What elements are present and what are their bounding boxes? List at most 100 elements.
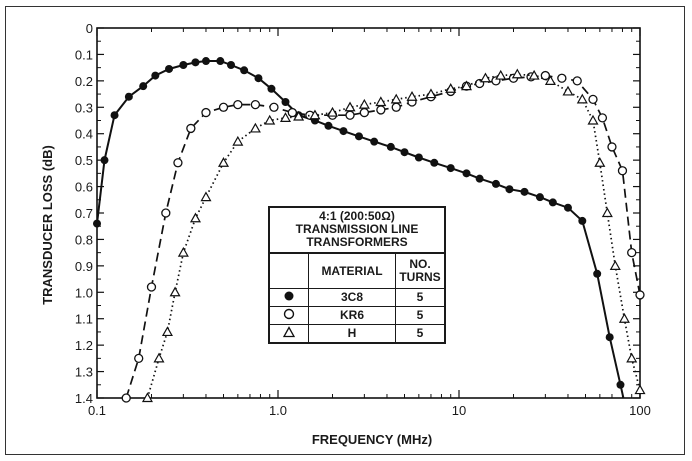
legend-blank-cell (270, 254, 309, 289)
data-point (636, 291, 644, 299)
data-point (191, 214, 200, 222)
data-point (151, 72, 159, 80)
x-tick-label: 100 (629, 403, 651, 418)
data-point (154, 354, 163, 362)
y-tick-label: 0.8 (75, 232, 93, 247)
legend-turns: 5 (396, 307, 445, 325)
y-tick-label: 0.2 (75, 74, 93, 89)
data-point (505, 185, 513, 193)
data-point (415, 154, 423, 162)
data-point (191, 58, 199, 66)
data-point (135, 354, 143, 362)
data-point (93, 220, 101, 228)
data-point (355, 132, 363, 140)
legend-row: 3C8 5 (270, 289, 444, 307)
data-point (270, 103, 278, 111)
legend-material: KR6 (309, 307, 396, 325)
data-point (387, 143, 395, 151)
data-point (578, 95, 587, 103)
y-tick-label: 0.1 (75, 47, 93, 62)
legend-title-line-3: TRANSFORMERS (272, 236, 442, 249)
data-point (251, 124, 260, 132)
data-point (370, 138, 378, 146)
legend-table: MATERIAL NO. TURNS 3C8 5 KR6 5 H 5 (270, 254, 444, 342)
y-tick-label: 0 (86, 21, 93, 36)
data-point (147, 283, 155, 291)
data-point (251, 101, 259, 109)
x-axis-title: FREQUENCY (MHz) (312, 432, 432, 447)
data-point (603, 209, 612, 217)
data-point (339, 127, 347, 135)
legend-col-turns: NO. TURNS (396, 254, 445, 289)
data-point (401, 148, 409, 156)
y-tick-label: 1.3 (75, 365, 93, 380)
data-point (618, 167, 626, 175)
data-point (578, 217, 586, 225)
data-point (288, 109, 296, 117)
y-tick-label: 0.3 (75, 100, 93, 115)
data-point (202, 109, 210, 117)
y-tick-label: 0.7 (75, 206, 93, 221)
data-point (611, 261, 620, 269)
data-point (324, 122, 332, 130)
legend: 4:1 (200:50Ω) TRANSMISSION LINE TRANSFOR… (268, 206, 446, 344)
data-point (496, 71, 505, 79)
data-point (174, 159, 182, 167)
legend-col-material: MATERIAL (309, 254, 396, 289)
data-point (360, 109, 368, 117)
legend-row: KR6 5 (270, 307, 444, 325)
data-point (620, 314, 629, 322)
data-point (476, 175, 484, 183)
y-axis-title: TRANSDUCER LOSS (dB) (40, 145, 55, 305)
filled-circle-icon (282, 289, 296, 303)
data-point (165, 65, 173, 73)
data-point (563, 87, 572, 95)
data-point (377, 106, 385, 114)
data-point (267, 85, 275, 93)
open-triangle-icon (282, 325, 296, 339)
data-point (492, 180, 500, 188)
y-tick-label: 0.6 (75, 180, 93, 195)
data-point (254, 74, 262, 82)
data-point (360, 100, 369, 108)
data-point (179, 248, 188, 256)
data-point (216, 57, 224, 65)
y-tick-label: 1.2 (75, 338, 93, 353)
legend-symbol-cell (270, 307, 309, 325)
data-point (573, 77, 581, 85)
data-point (227, 61, 235, 69)
data-point (589, 95, 597, 103)
x-tick-label: 0.1 (88, 403, 106, 418)
data-point (549, 198, 557, 206)
data-point (536, 193, 544, 201)
data-point (608, 143, 616, 151)
data-point (171, 288, 180, 296)
data-point (520, 188, 528, 196)
data-point (616, 381, 624, 389)
data-point (462, 169, 470, 177)
data-point (628, 249, 636, 257)
legend-row: H 5 (270, 325, 444, 343)
y-tick-label: 1.0 (75, 285, 93, 300)
data-point (220, 103, 228, 111)
legend-material: H (309, 325, 396, 343)
data-point (281, 98, 289, 106)
data-point (162, 209, 170, 217)
data-point (187, 124, 195, 132)
data-point (447, 164, 455, 172)
data-point (179, 61, 187, 69)
data-point (234, 101, 242, 109)
legend-turns: 5 (396, 325, 445, 343)
data-point (636, 386, 645, 394)
data-point (558, 74, 566, 82)
data-point (122, 394, 130, 402)
data-point (430, 159, 438, 167)
x-tick-label: 10 (452, 403, 466, 418)
data-point (589, 116, 598, 124)
data-point (100, 156, 108, 164)
data-point (346, 111, 354, 119)
data-point (240, 66, 248, 74)
data-point (593, 270, 601, 278)
data-point (111, 111, 119, 119)
x-tick-label: 1.0 (269, 403, 287, 418)
